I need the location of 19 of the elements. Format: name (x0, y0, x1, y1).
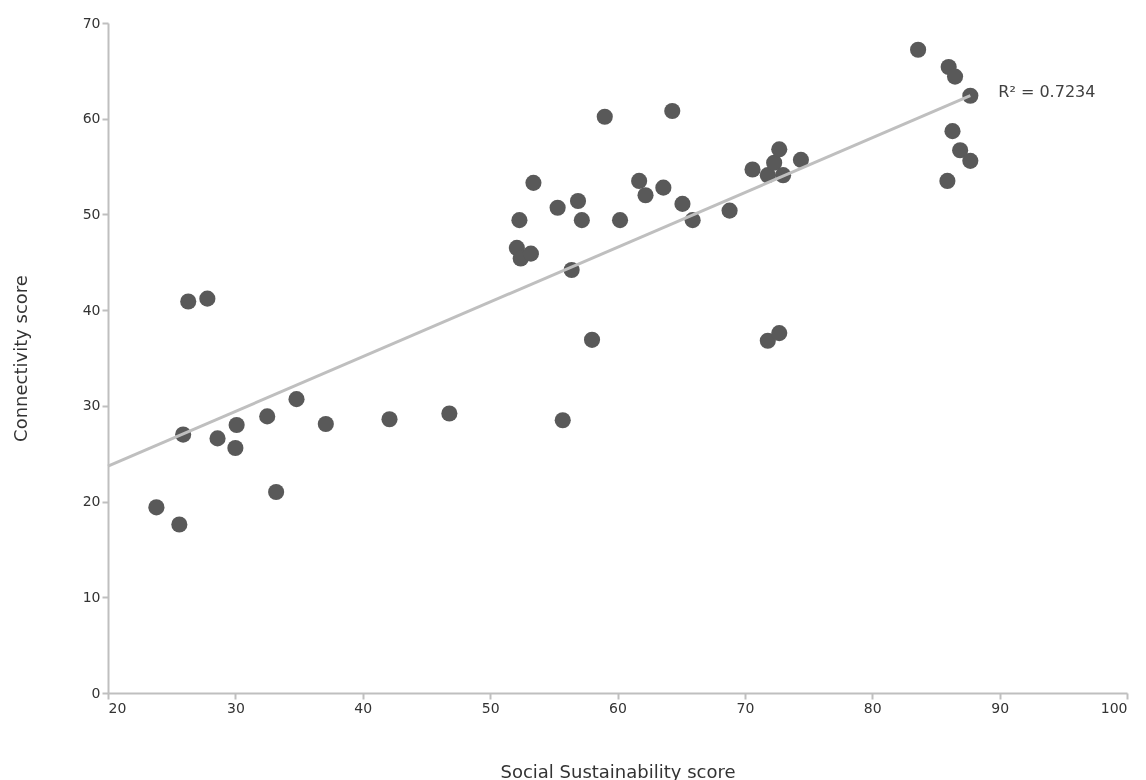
y-tick-label: 70 (82, 14, 101, 31)
y-tick-label: 60 (82, 110, 101, 127)
y-tick-label: 20 (82, 493, 101, 510)
x-tick-label: 100 (1100, 699, 1128, 716)
x-tick-label: 50 (481, 699, 500, 716)
x-tick-label: 60 (609, 699, 627, 716)
y-tick-label: 0 (91, 684, 101, 701)
y-tick-label: 30 (82, 397, 101, 414)
annotation: R² = 0.7234 (998, 81, 1096, 101)
y-tick-label: 40 (82, 301, 101, 318)
x-tick-label: 40 (354, 699, 373, 716)
x-tick-label: 30 (226, 699, 245, 716)
y-tick-label: 10 (82, 588, 101, 605)
y-tick-label: 50 (82, 205, 101, 222)
x-tick-label: 70 (736, 699, 755, 716)
y-axis-title: Connectivity score (9, 275, 31, 442)
x-tick-label: 90 (991, 699, 1010, 716)
x-tick-label: 80 (863, 699, 882, 716)
x-tick-label: 20 (108, 699, 127, 716)
